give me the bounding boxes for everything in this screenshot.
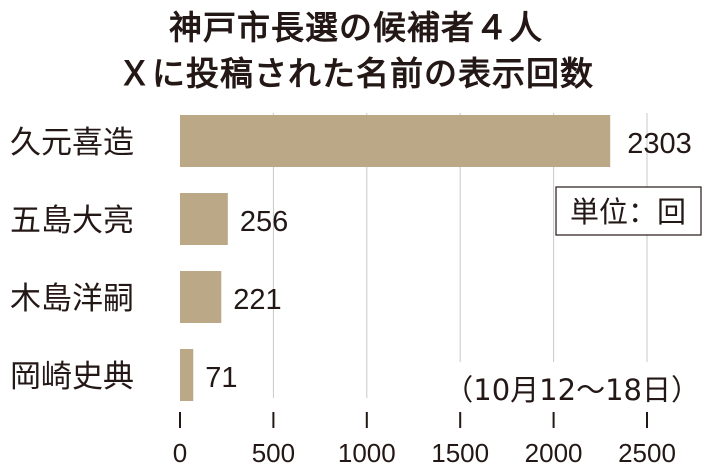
chart-title: 神戸市長選の候補者４人 — [169, 8, 543, 47]
unit-label: 単位：回 — [570, 195, 686, 229]
x-tick-label: 2000 — [525, 438, 583, 468]
bar — [180, 115, 611, 167]
x-tick-label: 500 — [252, 438, 295, 468]
bar — [180, 271, 222, 323]
x-tick-label: 1000 — [338, 438, 396, 468]
data-label: 256 — [240, 206, 288, 238]
x-tick-label: 1500 — [431, 438, 489, 468]
data-label: 71 — [205, 362, 237, 394]
unit-box — [555, 186, 702, 236]
period-note: （10月12～18日） — [444, 373, 700, 407]
data-label: 2303 — [627, 128, 692, 160]
chart-subtitle: Ｘに投稿された名前の表示回数 — [118, 54, 594, 93]
category-label: 久元喜造 — [10, 125, 134, 161]
category-label: 五島大亮 — [10, 203, 134, 239]
bar — [180, 349, 194, 401]
bar — [180, 193, 228, 245]
x-tick-label: 2500 — [618, 438, 676, 468]
x-tick-label: 0 — [173, 438, 187, 468]
data-label: 221 — [233, 284, 281, 316]
category-label: 木島洋嗣 — [10, 281, 134, 317]
category-label: 岡崎史典 — [10, 359, 134, 395]
